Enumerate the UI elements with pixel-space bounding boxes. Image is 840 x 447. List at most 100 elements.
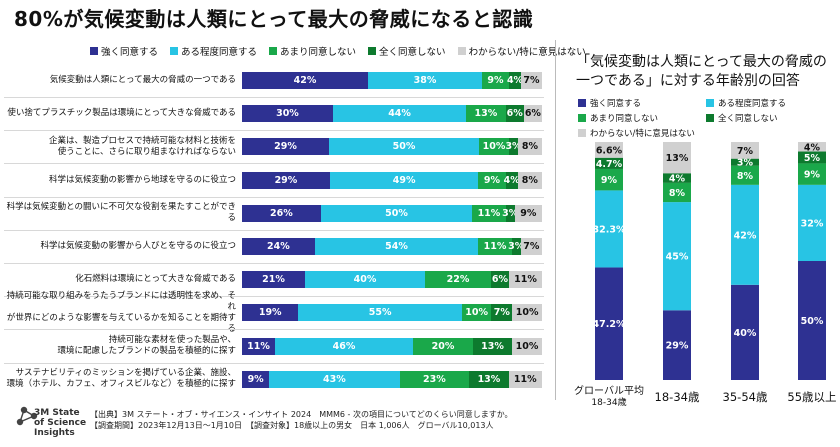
bar-segment: 29% — [242, 171, 330, 189]
column-segment-label: 32% — [801, 218, 824, 229]
column-segment-label: 29% — [666, 341, 689, 352]
column-segment-label: 4% — [804, 142, 821, 153]
page-title: 80%が気候変動は人類にとって最大の脅威になると認識 — [14, 7, 534, 31]
row-separator — [4, 196, 544, 198]
column-segment-label: 47.2% — [593, 319, 626, 330]
bar-segment: 49% — [329, 171, 479, 189]
row-label-line: 環境（ホテル、カフェ、オフィスビルなど）を積極的に探す — [6, 379, 236, 390]
footer-source: 【出典】3M ステート・オブ・サイエンス・インサイト 2024 MMM6 - 次… — [90, 410, 513, 419]
bar-segment: 10% — [461, 304, 492, 322]
row-label-line: 気候変動は人類にとって最大の脅威の一つである — [49, 75, 236, 85]
logo-line: 3M State — [34, 408, 80, 418]
legend-label: ある程度同意する — [181, 47, 258, 58]
row-label: 科学は気候変動の影響から地球を守るのに役立つ — [4, 164, 236, 197]
bar-segment: 11% — [508, 370, 542, 388]
legend-swatch — [269, 47, 278, 55]
row-label-line: 科学は気候変動との闘いに不可欠な役割を果たすことができる — [6, 202, 236, 224]
legend-swatch — [706, 114, 714, 122]
bar-segment: 8% — [518, 138, 542, 156]
column-category-label: 18-34歳 — [591, 396, 626, 408]
bar-segment: 30% — [242, 105, 333, 123]
column-segment — [731, 142, 759, 159]
row-label: 科学は気候変動との闘いに不可欠な役割を果たすことができる — [4, 197, 236, 230]
row-label-line: 環境に配慮したブランドの製品を積極的に探す — [57, 346, 236, 357]
column-segment — [798, 151, 826, 164]
bar-segment: 6% — [523, 105, 542, 123]
row-label-line: が世界にどのような影響を与えているかを知ることを期待する — [6, 312, 236, 334]
column-segment — [595, 190, 623, 268]
column-segment-label: 8% — [737, 171, 754, 182]
column-segment — [595, 142, 623, 158]
bar-segment: 11% — [472, 204, 506, 222]
bar-segment: 19% — [242, 304, 299, 322]
legend-label: 全く同意しない — [718, 114, 778, 124]
column-segment-label: 5% — [804, 153, 821, 164]
bar-segment: 20% — [413, 337, 473, 355]
column-category-label: 35-54歳 — [723, 390, 768, 404]
bar-segment: 11% — [509, 271, 542, 289]
legend-left: 強く同意する ある程度同意する あまり同意しない 全く同意しない わからない/特に意見は… — [90, 44, 586, 58]
column-segment-label: 6.6% — [596, 145, 623, 156]
row-separator — [4, 263, 544, 264]
stacked-bar: 9% 43% 23% 13% 11% — [242, 370, 542, 388]
bar-segment: 8% — [517, 171, 542, 189]
row-separator — [4, 296, 544, 298]
row-label-line: 使うことに、さらに取り組まなければならない — [57, 146, 236, 157]
bar-segment: 9% — [514, 204, 542, 222]
row-label: 企業は、製造プロセスで持続可能な材料と技術を 使うことに、さらに取り組まなければな… — [4, 130, 236, 163]
column-segment — [798, 163, 826, 185]
bar-segment: 21% — [242, 271, 305, 289]
column-segment-label: 32.3% — [593, 224, 626, 235]
legend-swatch — [578, 114, 586, 122]
bar-segment: 11% — [242, 337, 275, 355]
row-label-line: 科学は気候変動の影響から人びとを守るのに役立つ — [40, 241, 236, 251]
row-label-line: 持続可能な取り組みをうたうブランドには透明性を求め、それ — [6, 290, 236, 312]
column-segment-label: 3% — [737, 158, 754, 169]
bar-segment: 6% — [491, 271, 509, 289]
column-segment-label: 40% — [734, 328, 757, 339]
legend-label: わからない/特に意見はない — [590, 129, 695, 139]
bar-segment: 50% — [320, 204, 473, 222]
legend-item: あまり同意しない — [269, 44, 356, 58]
legend-label: 強く同意する — [101, 47, 159, 58]
legend-item: わからない/特に意見はない — [578, 127, 700, 139]
legend-right: 強く同意する ある程度同意する あまり同意しない 全く同意しない わからない/特に意見は… — [578, 97, 828, 139]
bar-segment: 24% — [242, 238, 315, 255]
column-segment — [731, 184, 759, 285]
stacked-bar: 19% 55% 10% 7% 10% — [242, 304, 542, 322]
column-segment-label: 4% — [669, 174, 686, 185]
bar-segment: 29% — [242, 138, 329, 156]
bar-segment: 38% — [368, 72, 482, 89]
stacked-bar: 21% 40% 22% 6% 11% — [242, 271, 542, 289]
column-segment — [663, 310, 691, 380]
legend-label: ある程度同意する — [718, 99, 787, 109]
stacked-bar: 30% 44% 13% 6% 6% — [242, 105, 542, 123]
bar-segment: 11% — [478, 238, 512, 255]
column-segment-label: 9% — [804, 170, 821, 181]
column-segment — [798, 184, 826, 261]
row-label-line: サステナビリティのミッションを掲げている企業、施設、 — [15, 368, 236, 379]
stacked-bar: 11% 46% 20% 13% 10% — [242, 337, 542, 355]
stacked-bar: 24% 54% 11% 3% 7% — [242, 238, 542, 255]
row-label: 気候変動は人類にとって最大の脅威の一つである — [4, 64, 236, 97]
stacked-bar: 26% 50% 11% 3% 9% — [242, 204, 542, 222]
bar-segment: 42% — [242, 72, 368, 89]
row-label-line: 持続可能な素材を使った製品や、 — [108, 335, 236, 346]
legend-swatch — [578, 129, 586, 137]
legend-item: 強く同意する — [90, 44, 158, 58]
bar-segment: 54% — [314, 238, 479, 255]
bar-segment: 13% — [473, 337, 512, 355]
bar-segment: 9% — [482, 72, 509, 89]
logo-line: of Science — [34, 418, 87, 428]
column-segment — [663, 202, 691, 311]
vertical-stacked-bar-chart: 47.2%32.3%9%4.7%6.6%グローバル平均18-34歳29%45%8… — [574, 142, 837, 408]
bar-segment: 4% — [507, 72, 523, 89]
stacked-bar: 42% 38% 9% 4% 7% — [242, 72, 542, 89]
column-segment — [663, 142, 691, 174]
legend-swatch — [90, 47, 98, 55]
bar-segment: 10% — [512, 337, 542, 355]
row-separator — [4, 229, 544, 231]
column-segment — [798, 261, 826, 380]
column-segment — [731, 165, 759, 185]
column-segment — [798, 142, 826, 152]
